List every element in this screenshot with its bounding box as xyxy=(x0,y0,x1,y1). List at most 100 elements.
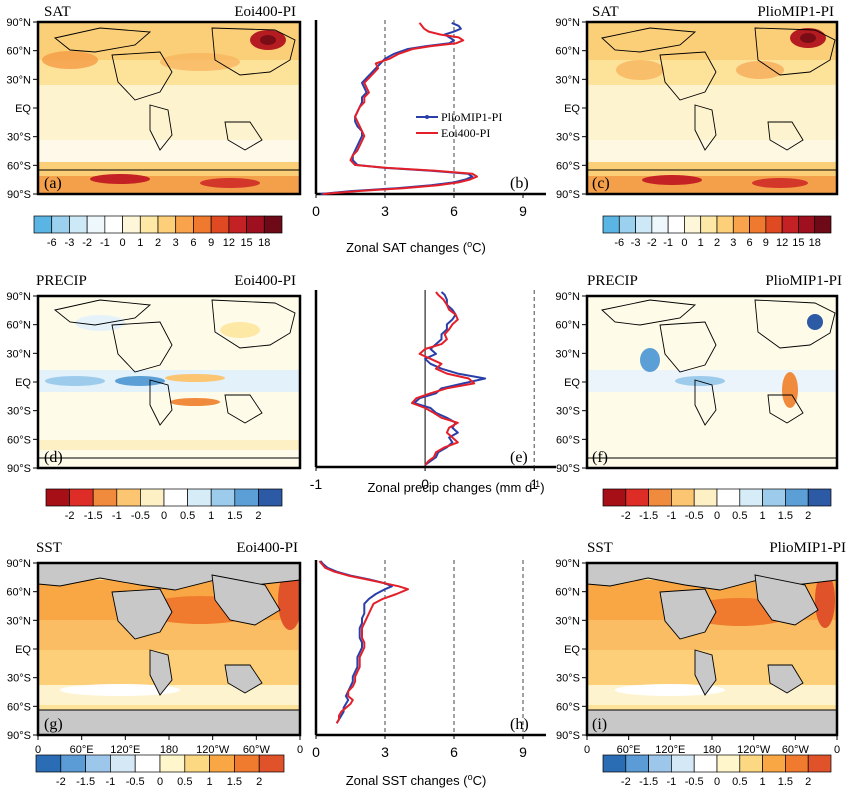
x-tick-label: 0 xyxy=(421,476,429,492)
lat-tick-label: 60°S xyxy=(556,160,580,172)
lat-tick-label: 90°N xyxy=(555,291,580,303)
x-tick-label: 6 xyxy=(450,744,458,760)
colorbar-label: 15 xyxy=(240,237,252,249)
colorbar-label: 1.5 xyxy=(778,776,793,788)
x-tick-label: 3 xyxy=(381,203,389,219)
colorbar-swatch xyxy=(184,754,210,773)
profile-panel-e: -1 0 1 xyxy=(310,290,556,492)
profile-panel-h: 0 3 6 9 xyxy=(312,560,546,760)
colorbar-precip-f: -2 -1.5 -1 -0.5 0 0.5 1 1.5 2 xyxy=(602,488,832,522)
colorbar-swatch xyxy=(33,215,53,234)
panel-c-tag: (c) xyxy=(592,175,610,192)
map-panel-i xyxy=(587,563,837,735)
lon-tick-label: 120°E xyxy=(110,744,140,756)
colorbar-swatch xyxy=(618,215,636,234)
panel-i-tag: (i) xyxy=(592,716,607,733)
panel-g-var: SST xyxy=(36,540,62,556)
colorbar-swatch xyxy=(785,488,809,507)
axis-label-h: Zonal SST changes (oC) xyxy=(346,772,487,788)
colorbar-swatch xyxy=(60,754,86,773)
colorbar-label: 15 xyxy=(792,237,804,249)
colorbar-swatch xyxy=(228,215,247,234)
colorbar-swatch xyxy=(739,488,763,507)
colorbar-swatch xyxy=(86,215,106,234)
colorbar-swatch xyxy=(739,754,763,773)
colorbar-swatch xyxy=(602,488,627,507)
colorbar-swatch xyxy=(765,215,783,234)
lat-tick-label: 60°N xyxy=(6,46,31,58)
colorbar-label: 2 xyxy=(714,237,720,249)
lat-tick-label: 90°S xyxy=(556,730,580,742)
colorbar-swatch xyxy=(69,488,94,507)
colorbar-swatch xyxy=(602,754,627,773)
lat-tick-label: EQ xyxy=(564,644,580,656)
x-tick-label: 3 xyxy=(381,744,389,760)
colorbar-label: -1 xyxy=(106,776,116,788)
panel-a-tag: (a) xyxy=(44,175,62,192)
colorbar-swatch xyxy=(749,215,767,234)
colorbar-sst-i: -2 -1.5 -1 -0.5 0 0.5 1 1.5 2 xyxy=(602,754,832,788)
colorbar-label: -2 xyxy=(82,237,92,249)
colorbar-label: -2 xyxy=(621,776,631,788)
colorbar-swatch xyxy=(157,215,177,234)
colorbar-label: -1.5 xyxy=(84,510,103,522)
colorbar-swatch xyxy=(163,488,188,507)
profile-panel-b: 0 3 6 9 xyxy=(312,20,546,219)
axis-label-e: Zonal precip changes (mm d-1) xyxy=(367,479,544,495)
panel-i-exp: PlioMIP1-PI xyxy=(769,540,846,556)
x-tick-label: 9 xyxy=(519,744,527,760)
panel-d-tag: (d) xyxy=(44,449,63,466)
panel-g-exp: Eoi400-PI xyxy=(236,540,298,556)
colorbar-swatch xyxy=(648,488,672,507)
colorbar-label: 6 xyxy=(190,237,196,249)
lat-tick-label: 90°N xyxy=(555,17,580,29)
colorbar-swatch xyxy=(263,215,283,234)
colorbar-swatch xyxy=(159,754,186,773)
colorbar-label: -1 xyxy=(667,510,677,522)
lat-tick-label: 30°S xyxy=(556,132,580,144)
colorbar-swatch xyxy=(234,754,260,773)
colorbar-swatch xyxy=(651,215,669,234)
colorbar-swatch xyxy=(785,754,809,773)
lat-tick-label: 30°N xyxy=(555,348,580,360)
colorbar-label: 2 xyxy=(805,510,811,522)
colorbar-label: -1.5 xyxy=(76,776,95,788)
lat-tick-label: 30°N xyxy=(6,74,31,86)
colorbar-label: 1 xyxy=(137,237,143,249)
colorbar-label: 0 xyxy=(714,776,720,788)
panel-i-var: SST xyxy=(587,540,613,556)
colorbar-label: -6 xyxy=(614,237,624,249)
colorbar-label: 2 xyxy=(255,510,261,522)
lat-tick-label: 90°N xyxy=(6,17,31,29)
lon-tick-label: 60°W xyxy=(243,744,271,756)
colorbar-label: -2 xyxy=(65,510,75,522)
panel-c-exp: PlioMIP1-PI xyxy=(757,4,834,20)
lat-tick-label: 60°S xyxy=(7,701,31,713)
series-line-eoi400-pi xyxy=(318,560,409,724)
lon-tick-label: 0 xyxy=(834,744,840,756)
colorbar-swatch xyxy=(45,488,70,507)
colorbar-swatch xyxy=(234,488,259,507)
x-tick-label: 9 xyxy=(519,203,527,219)
legend-label-eoi: Eoi400-PI xyxy=(441,126,490,140)
colorbar-swatch xyxy=(625,754,649,773)
panel-f-tag: (f) xyxy=(592,449,608,466)
x-tick-label: 0 xyxy=(312,203,320,219)
colorbar-label: -1 xyxy=(100,237,110,249)
lat-tick-label: 90°S xyxy=(556,189,580,201)
lon-tick-label: 120°E xyxy=(655,744,685,756)
colorbar-label: 0.5 xyxy=(180,510,195,522)
colorbar-swatch xyxy=(671,488,695,507)
colorbar-swatch xyxy=(648,754,672,773)
lat-tick-label: 30°N xyxy=(555,615,580,627)
lon-tick-label: 0 xyxy=(35,744,41,756)
map-panel-g xyxy=(38,563,300,735)
colorbar-swatch xyxy=(35,754,62,773)
colorbar-swatch xyxy=(693,488,718,507)
colorbar-swatch xyxy=(684,215,702,234)
colorbar-label: -6 xyxy=(47,237,57,249)
lon-tick-label: 120°W xyxy=(196,744,230,756)
colorbar-swatch xyxy=(209,754,235,773)
lat-tick-label: 60°N xyxy=(6,587,31,599)
